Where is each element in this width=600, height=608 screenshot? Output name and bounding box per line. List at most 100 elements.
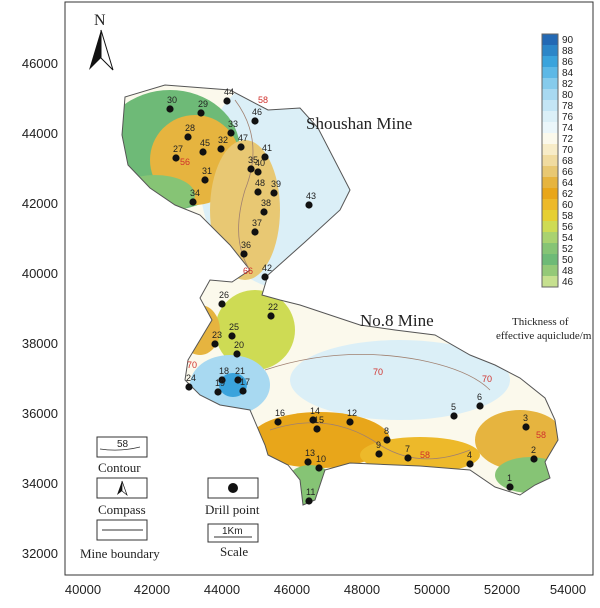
drill-hole-label: 39: [271, 179, 281, 189]
colorbar-value-label: 88: [562, 46, 574, 57]
drill-hole-dot: [254, 188, 262, 196]
colorbar-value-label: 80: [562, 90, 574, 101]
drill-hole-label: 28: [185, 123, 195, 133]
drill-hole: 14: [309, 406, 320, 424]
drill-hole-label: 2: [531, 445, 536, 455]
drill-hole-dot: [305, 201, 313, 209]
contour-label: 66: [243, 266, 253, 276]
drill-hole: 11: [305, 487, 315, 505]
drill-hole-dot: [166, 105, 174, 113]
legend-compass-label: Compass: [98, 502, 146, 517]
map-frame: [64, 1, 594, 576]
contour-label: 70: [482, 374, 492, 384]
mine-label-shoushan: Shoushan Mine: [306, 114, 412, 133]
drill-hole-label: 34: [190, 188, 200, 198]
drill-hole-label: 14: [310, 406, 320, 416]
drill-hole-dot: [185, 383, 193, 391]
colorbar-value-label: 90: [562, 35, 574, 46]
drill-hole-label: 21: [235, 366, 245, 376]
drill-hole-label: 13: [305, 448, 315, 458]
drill-hole: 7: [404, 444, 412, 462]
colorbar-swatch: [542, 111, 558, 122]
drill-hole-label: 24: [186, 373, 196, 383]
drill-hole-dot: [450, 412, 458, 420]
colorbar-value-label: 78: [562, 101, 574, 112]
legend-drill-label: Drill point: [205, 502, 260, 517]
drill-hole-dot: [261, 153, 269, 161]
drill-hole-label: 8: [384, 426, 389, 436]
colorbar-value-label: 72: [562, 134, 574, 145]
drill-hole-dot: [267, 312, 275, 320]
drill-hole-dot: [234, 376, 242, 384]
x-tick-label: 46000: [274, 582, 310, 597]
drill-hole-label: 9: [376, 440, 381, 450]
contour-label: 70: [187, 360, 197, 370]
drill-hole-label: 1: [507, 473, 512, 483]
contour-lines: [234, 99, 491, 460]
drill-hole: 33: [227, 119, 238, 137]
drill-hole: 18: [218, 366, 229, 384]
drill-hole-label: 44: [224, 87, 234, 97]
drill-hole: 48: [254, 178, 265, 196]
colorbar-value-label: 52: [562, 244, 574, 255]
drill-hole-dot: [223, 97, 231, 105]
drill-hole-label: 18: [219, 366, 229, 376]
drill-hole-dot: [261, 273, 269, 281]
x-tick-label: 42000: [134, 582, 170, 597]
drill-hole-dot: [237, 143, 245, 151]
y-tick-label: 38000: [22, 336, 58, 351]
y-tick-label: 32000: [22, 546, 58, 561]
drill-hole-dot: [218, 300, 226, 308]
drill-hole-label: 22: [268, 302, 278, 312]
colorbar-title-line2: effective aquiclude/m: [496, 330, 592, 342]
y-tick-label: 36000: [22, 406, 58, 421]
drill-hole: 4: [466, 450, 474, 468]
drill-hole-label: 29: [198, 99, 208, 109]
drill-hole-label: 37: [252, 218, 262, 228]
drill-hole: 34: [189, 188, 200, 206]
drill-hole-dot: [476, 402, 484, 410]
drill-hole-label: 19: [215, 378, 225, 388]
colorbar-value-label: 70: [562, 145, 574, 156]
drill-hole: 2: [530, 445, 538, 463]
colorbar-value-label: 84: [562, 68, 574, 79]
contour-label: 58: [536, 430, 546, 440]
colorbar-swatch: [542, 232, 558, 243]
colorbar-value-label: 68: [562, 156, 574, 167]
drill-hole-label: 20: [234, 340, 244, 350]
colorbar-swatch: [542, 276, 558, 287]
drill-hole-dot: [270, 189, 278, 197]
colorbar-swatch: [542, 177, 558, 188]
drill-hole-label: 38: [261, 198, 271, 208]
drill-hole-dot: [375, 450, 383, 458]
drill-hole-dot: [233, 350, 241, 358]
drill-hole: 1: [506, 473, 514, 491]
colorbar-value-label: 50: [562, 255, 574, 266]
colorbar-swatch: [542, 210, 558, 221]
drill-hole: 45: [199, 138, 210, 156]
legend-boundary-label: Mine boundary: [80, 546, 160, 561]
colorbar-value-label: 48: [562, 266, 574, 277]
drill-hole-dot: [247, 165, 255, 173]
drill-point-icon: [228, 483, 238, 493]
drill-hole: 5: [450, 402, 458, 420]
drill-hole-dot: [466, 460, 474, 468]
colorbar-value-label: 86: [562, 57, 574, 68]
colorbar-swatch: [542, 100, 558, 111]
drill-hole-dot: [404, 454, 412, 462]
colorbar-swatch: [542, 221, 558, 232]
colorbar-swatch: [542, 133, 558, 144]
drill-hole: 9: [375, 440, 383, 458]
drill-hole-dot: [199, 148, 207, 156]
thickness-field: [122, 85, 558, 505]
drill-hole-label: 25: [229, 322, 239, 332]
y-tick-label: 40000: [22, 266, 58, 281]
colorbar-value-label: 58: [562, 211, 574, 222]
drill-hole: 8: [383, 426, 391, 444]
colorbar-value-label: 66: [562, 167, 574, 178]
drill-hole-dot: [304, 458, 312, 466]
drill-hole: 12: [346, 408, 357, 426]
drill-hole-label: 31: [202, 166, 212, 176]
drill-hole: 35: [247, 155, 258, 173]
drill-hole: 15: [313, 415, 324, 433]
